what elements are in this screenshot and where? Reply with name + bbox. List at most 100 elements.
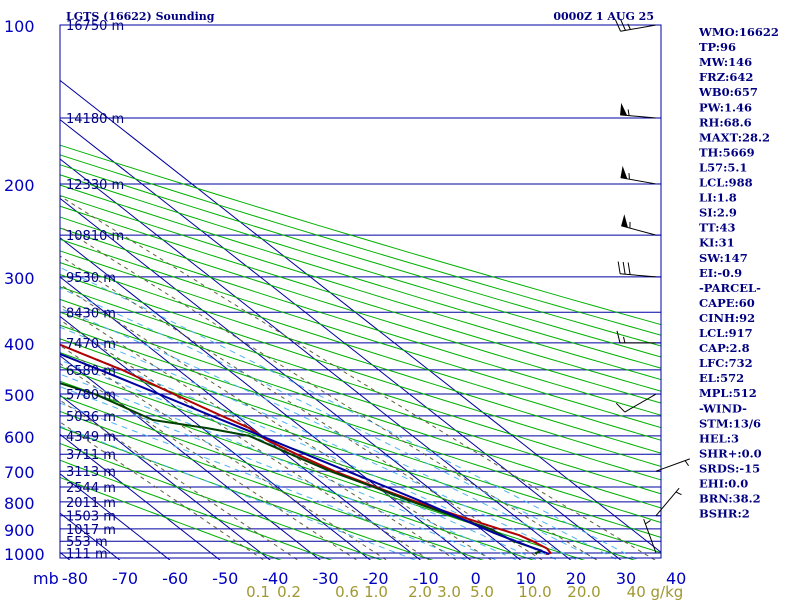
height-label-7: 6580 m [66, 364, 116, 379]
dry-adiabat-70 [60, 311, 661, 509]
index-item-29: SRDS:-15 [699, 461, 760, 475]
wind-barb-full-6 [615, 402, 626, 413]
dry-adiabat--20 [60, 442, 383, 560]
index-item-28: SHR+:0.0 [699, 446, 762, 460]
mixing-ratio-label-7: 10.0 [518, 583, 551, 600]
index-item-4: WB0:657 [698, 85, 758, 99]
dry-adiabat--10 [60, 426, 434, 560]
height-label-14: 2011 m [66, 496, 116, 511]
height-label-11: 3711 m [66, 448, 116, 463]
mixing-ratio-line-1 [60, 399, 299, 560]
temp-tick-label-11: 30 [616, 569, 636, 588]
height-label-1: 14180 m [66, 112, 124, 127]
dry-adiabat-90 [60, 286, 661, 481]
dry-adiabat-40 [60, 352, 661, 554]
wind-barb-staff-1 [620, 114, 657, 119]
mixing-ratio-line-3 [60, 344, 388, 560]
height-label-6: 7470 m [66, 337, 116, 352]
isotherm-0 [60, 237, 472, 560]
temp-tick-label-7: -10 [413, 569, 439, 588]
dry-adiabat-150 [60, 216, 661, 404]
dry-adiabat--30 [60, 459, 333, 560]
dry-adiabat-180 [60, 184, 661, 369]
index-item-27: HEL:3 [699, 431, 739, 445]
index-item-9: L57:5.1 [699, 160, 747, 174]
temp-tick-label-4: -40 [262, 569, 288, 588]
wind-barb-flag-2 [620, 165, 628, 179]
dry-adiabat-210 [60, 154, 661, 336]
isotherm-10 [60, 197, 522, 560]
temp-tick-label-8: 0 [471, 569, 481, 588]
pressure-unit-label: mb [33, 569, 59, 588]
moist-adiabat-34 [60, 266, 640, 560]
temp-tick-label-6: -20 [362, 569, 388, 588]
wind-barb-staff-8 [655, 487, 680, 517]
dry-adiabat-130 [60, 238, 661, 429]
index-item-5: PW:1.46 [699, 100, 752, 114]
temp-tick-label-1: -70 [112, 569, 138, 588]
height-label-17: 553 m [66, 535, 108, 550]
moist-adiabat-14 [60, 359, 538, 560]
moist-adiabat-0 [60, 402, 467, 560]
mixing-ratio-line-4 [60, 319, 431, 560]
index-item-31: BRN:38.2 [699, 492, 761, 506]
wind-barb-8 [655, 487, 682, 517]
index-item-32: BSHR:2 [699, 507, 750, 521]
indices-panel: WMO:16622TP:96MW:146FRZ:642WB0:657PW:1.4… [698, 25, 779, 521]
temp-tick-label-10: 20 [566, 569, 586, 588]
wind-barb-staff-0 [620, 24, 657, 32]
mixing-ratio-label-2: 0.6 [335, 583, 359, 600]
height-label-9: 5036 m [66, 410, 116, 425]
moist-adiabat--10 [60, 425, 417, 560]
wind-barb-staff-3 [621, 225, 657, 236]
mixing-ratio-line-9 [60, 195, 656, 560]
mixing-ratio-label-6: 5.0 [470, 583, 494, 600]
index-item-2: MW:146 [699, 55, 752, 69]
dry-adiabat-160 [60, 205, 661, 392]
index-item-30: EHI:0.0 [699, 477, 748, 491]
dry-adiabat-220 [60, 144, 661, 326]
height-label-2: 12330 m [66, 178, 124, 193]
index-item-19: CINH:92 [699, 311, 755, 325]
chart-datetime: 0000Z 1 AUG 25 [553, 10, 654, 23]
mixing-ratio-line-8 [60, 225, 598, 560]
mixing-ratio-label-9: 40 g/kg [627, 583, 684, 600]
wind-barb-4 [617, 261, 661, 278]
pressure-label-300: 300 [4, 269, 35, 288]
isotherm-30 [60, 119, 622, 560]
height-label-12: 3113 m [66, 465, 116, 480]
moist-adiabat-30 [60, 287, 619, 560]
pressure-label-900: 900 [4, 521, 35, 540]
dry-adiabat-190 [60, 174, 661, 358]
dry-adiabat-170 [60, 194, 661, 381]
wind-barb-staff-7 [655, 458, 690, 472]
isotherm--40 [60, 394, 271, 560]
dry-adiabat-140 [60, 227, 661, 416]
wind-barb-full-4 [627, 262, 631, 275]
chart-title: LGTS (16622) Sounding [66, 10, 215, 23]
wind-barb-full-4 [617, 261, 621, 274]
index-item-20: LCL:917 [699, 326, 753, 340]
index-item-10: LCL:988 [699, 176, 753, 190]
wind-barb-flag-3 [621, 214, 628, 228]
parcel-curve [60, 353, 550, 556]
temp-tick-label-2: -60 [162, 569, 188, 588]
index-item-1: TP:96 [699, 40, 736, 54]
wind-barb-half-7 [684, 460, 690, 467]
wind-barb-6 [615, 393, 661, 413]
index-item-26: STM:13/6 [699, 416, 761, 430]
isotherm--60 [60, 473, 171, 560]
index-item-11: LI:1.8 [699, 191, 737, 205]
mixing-ratio-label-4: 2.0 [408, 583, 432, 600]
index-item-3: FRZ:642 [699, 70, 753, 84]
index-item-24: MPL:512 [699, 386, 757, 400]
dry-adiabat-50 [60, 338, 661, 538]
pressure-label-500: 500 [4, 386, 35, 405]
height-label-8: 5780 m [66, 388, 116, 403]
height-label-13: 2544 m [66, 481, 116, 496]
wind-barb-half-9 [645, 519, 651, 525]
temp-tick-label-5: -30 [312, 569, 338, 588]
